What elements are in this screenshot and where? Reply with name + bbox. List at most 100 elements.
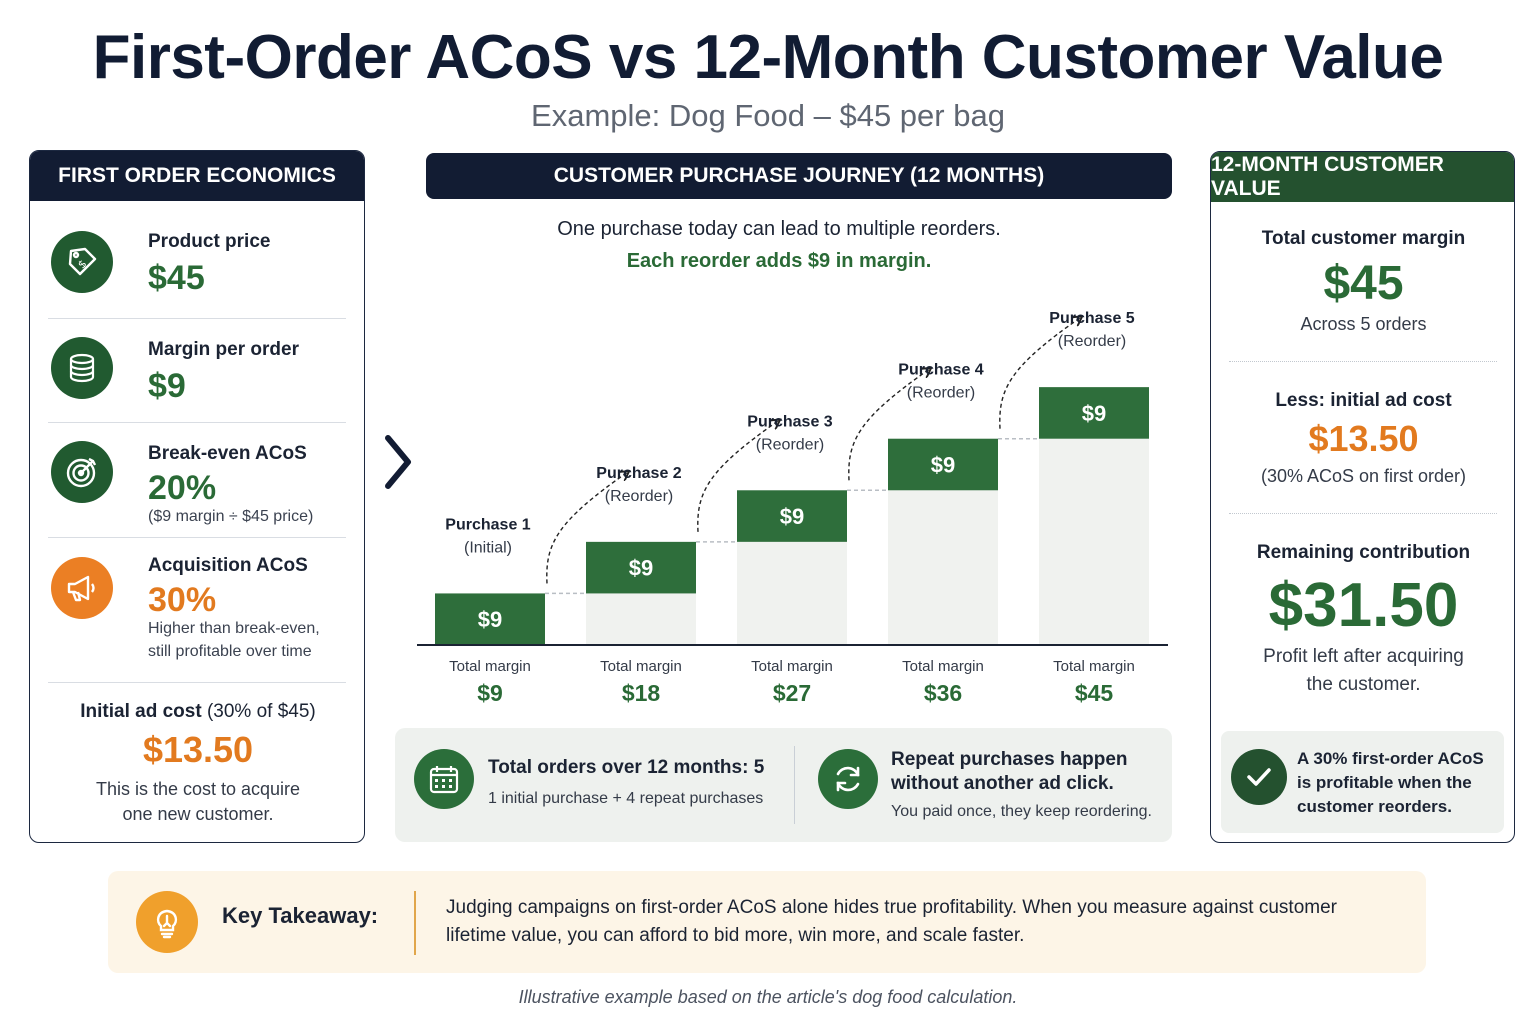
total-orders-sub: 1 initial purchase + 4 repeat purchases bbox=[488, 790, 764, 807]
category-label: Purchase 4 bbox=[898, 362, 983, 379]
first-order-economics-header: FIRST ORDER ECONOMICS bbox=[30, 151, 364, 201]
initial-ad-cost-label: Initial ad cost (30% of $45) bbox=[80, 701, 316, 722]
bar-increment bbox=[737, 490, 847, 542]
remaining-contribution-note-1: Profit left after acquiring bbox=[1263, 646, 1464, 667]
divider bbox=[48, 422, 346, 423]
bar-value-label: $9 bbox=[629, 556, 653, 581]
acquisition-acos-note-2: still profitable over time bbox=[148, 643, 312, 660]
initial-ad-cost-value: $13.50 bbox=[142, 729, 254, 770]
acquisition-acos-label: Acquisition ACoS bbox=[148, 555, 308, 576]
key-takeaway-text: Judging campaigns on first-order ACoS al… bbox=[446, 897, 1337, 946]
purchase-journey-header: CUSTOMER PURCHASE JOURNEY (12 MONTHS) bbox=[426, 153, 1172, 199]
category-note: (Reorder) bbox=[907, 385, 975, 402]
total-margin-label: Total margin bbox=[600, 658, 682, 675]
repeat-purchases-sub: You paid once, they keep reordering. bbox=[891, 803, 1152, 820]
bar-increment bbox=[435, 593, 545, 645]
category-label: Purchase 2 bbox=[596, 465, 681, 482]
coin-stack-icon bbox=[51, 337, 113, 399]
divider bbox=[48, 537, 346, 538]
total-margin-label: Total margin bbox=[449, 658, 531, 675]
bar-base bbox=[737, 541, 847, 645]
bar-value-label: $9 bbox=[1082, 401, 1106, 426]
journey-intro-highlight: Each reorder adds $9 in margin. bbox=[626, 250, 932, 272]
product-price-value: $45 bbox=[148, 259, 205, 297]
margin-per-order-row: Margin per order $9 bbox=[48, 333, 346, 423]
total-margin-value: $18 bbox=[622, 680, 661, 706]
chevron-right-icon bbox=[385, 435, 411, 489]
callout-text: A 30% first-order ACoS is profitable whe… bbox=[1297, 749, 1484, 816]
initial-ad-cost-note-1: This is the cost to acquire bbox=[95, 779, 301, 799]
bar-increment bbox=[586, 541, 696, 594]
bar-base bbox=[586, 593, 696, 645]
purchase-journey-chart: $9 Purchase 1 (Initial) Total margin $9 $9 Pur… bbox=[417, 310, 1168, 706]
price-tag-icon: $ bbox=[51, 231, 113, 293]
megaphone-icon bbox=[51, 557, 113, 619]
less-ad-cost-label: Less: initial ad cost bbox=[1275, 390, 1452, 411]
category-note: (Reorder) bbox=[605, 488, 673, 505]
bar-increment bbox=[888, 438, 998, 491]
customer-value-header: 12-MONTH CUSTOMER VALUE bbox=[1211, 152, 1514, 202]
page-title: First-Order ACoS vs 12-Month Customer Va… bbox=[92, 23, 1444, 92]
divider bbox=[48, 318, 346, 319]
key-takeaway-label: Key Takeaway: bbox=[222, 903, 379, 928]
category-label: Purchase 1 bbox=[445, 516, 530, 533]
lightbulb-icon bbox=[136, 891, 198, 953]
acquisition-acos-note-1: Higher than break-even, bbox=[148, 620, 320, 637]
total-margin-value: $45 bbox=[1075, 680, 1114, 706]
remaining-contribution-label: Remaining contribution bbox=[1256, 542, 1471, 563]
total-margin-label: Total margin bbox=[902, 658, 984, 675]
bar-value-label: $9 bbox=[478, 607, 502, 632]
total-orders-title: Total orders over 12 months: 5 bbox=[488, 757, 765, 778]
acquisition-acos-row: Acquisition ACoS 30% Higher than break-e… bbox=[48, 549, 346, 669]
bar-value-label: $9 bbox=[780, 504, 804, 529]
break-even-acos-row: Break-even ACoS 20% ($9 margin ÷ $45 pri… bbox=[48, 437, 346, 537]
category-label: Purchase 3 bbox=[747, 413, 832, 430]
takeaway-divider bbox=[414, 891, 416, 955]
divider bbox=[48, 682, 346, 683]
journey-summary-box: Total orders over 12 months: 5 1 initial… bbox=[395, 728, 1172, 842]
break-even-acos-label: Break-even ACoS bbox=[148, 443, 307, 464]
check-icon bbox=[1231, 749, 1287, 805]
target-icon bbox=[51, 441, 113, 503]
total-customer-margin-value: $45 bbox=[1323, 257, 1404, 310]
bar-increment bbox=[1039, 387, 1149, 439]
total-margin-label: Total margin bbox=[751, 658, 833, 675]
less-ad-cost-value: $13.50 bbox=[1308, 418, 1419, 459]
margin-per-order-label: Margin per order bbox=[148, 339, 299, 360]
product-price-label: Product price bbox=[148, 231, 271, 252]
bar-base bbox=[1039, 438, 1149, 645]
break-even-acos-value: 20% bbox=[148, 469, 217, 507]
repeat-icon bbox=[818, 749, 878, 809]
category-note: (Reorder) bbox=[1058, 333, 1126, 350]
total-margin-value: $36 bbox=[924, 680, 962, 706]
margin-per-order-value: $9 bbox=[148, 367, 186, 405]
total-customer-margin-label: Total customer margin bbox=[1261, 228, 1466, 249]
less-ad-cost-note: (30% ACoS on first order) bbox=[1260, 466, 1467, 486]
product-price-row: $ Product price $45 bbox=[48, 225, 346, 315]
journey-intro: One purchase today can lead to multiple … bbox=[557, 218, 1001, 240]
total-margin-value: $27 bbox=[773, 680, 811, 706]
bar-base bbox=[888, 490, 998, 645]
total-margin-label: Total margin bbox=[1053, 658, 1135, 675]
category-note: (Reorder) bbox=[756, 436, 824, 453]
remaining-contribution-note-2: the customer. bbox=[1306, 674, 1421, 695]
remaining-contribution-value: $31.50 bbox=[1268, 571, 1459, 640]
acquisition-acos-value: 30% bbox=[148, 581, 217, 619]
profitability-callout: A 30% first-order ACoS is profitable whe… bbox=[1221, 731, 1504, 833]
footnote: Illustrative example based on the articl… bbox=[518, 987, 1018, 1007]
svg-text:$: $ bbox=[75, 257, 89, 271]
summary-divider bbox=[794, 746, 795, 824]
calendar-icon bbox=[414, 749, 474, 809]
total-customer-margin-note: Across 5 orders bbox=[1300, 314, 1427, 334]
first-order-economics-panel: FIRST ORDER ECONOMICS $ Product price $4… bbox=[29, 150, 365, 843]
repeat-purchases-title-2: without another ad click. bbox=[891, 773, 1114, 794]
category-label: Purchase 5 bbox=[1049, 310, 1134, 327]
repeat-purchases-title-1: Repeat purchases happen bbox=[891, 749, 1128, 770]
divider bbox=[1229, 361, 1497, 362]
category-note: (Initial) bbox=[464, 539, 512, 556]
customer-value-panel: 12-MONTH CUSTOMER VALUE Total customer m… bbox=[1210, 151, 1515, 843]
bar-value-label: $9 bbox=[931, 452, 955, 477]
break-even-acos-note: ($9 margin ÷ $45 price) bbox=[148, 508, 314, 525]
initial-ad-cost-block: Initial ad cost (30% of $45) $13.50 This… bbox=[30, 701, 364, 827]
initial-ad-cost-note-2: one new customer. bbox=[122, 804, 274, 824]
